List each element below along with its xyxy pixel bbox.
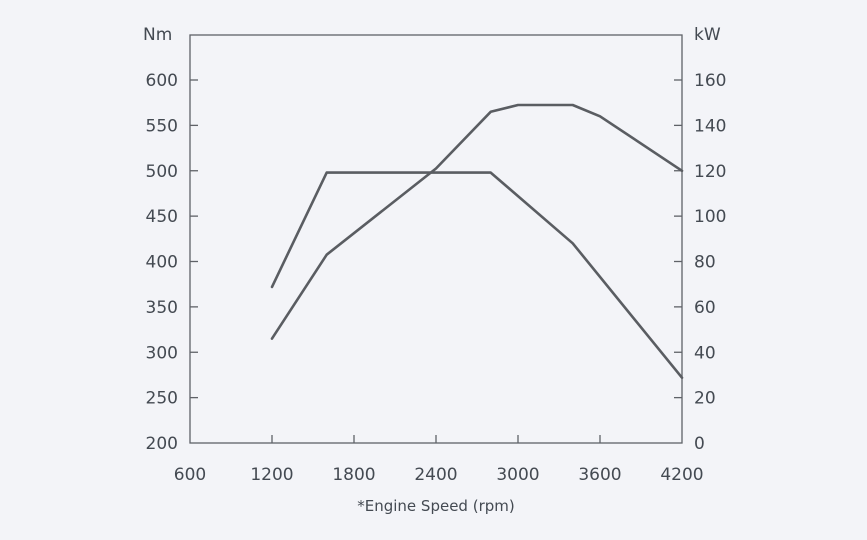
right-y-tick-label: 120 — [694, 162, 726, 182]
right-y-tick-label: 60 — [694, 298, 716, 318]
left-y-tick-label: 400 — [146, 253, 178, 273]
power-curve-line — [270, 103, 684, 340]
left-y-tick-label: 300 — [146, 343, 178, 363]
right-y-tick-label: 0 — [694, 434, 705, 454]
left-y-tick-label: 250 — [146, 389, 178, 409]
x-tick-label: 1200 — [250, 465, 293, 485]
x-tick-label: 1800 — [332, 465, 375, 485]
right-y-tick-label: 80 — [694, 253, 716, 273]
left-y-tick-label: 500 — [146, 162, 178, 182]
series-group — [270, 103, 684, 380]
right-y-tick-label: 40 — [694, 343, 716, 363]
right-y-tick-label: 140 — [694, 116, 726, 136]
left-y-tick-label: 550 — [146, 116, 178, 136]
plot-frame — [189, 34, 683, 444]
right-y-axis-unit: kW — [694, 25, 721, 45]
x-tick-label: 4200 — [660, 465, 703, 485]
right-y-tick-label: 160 — [694, 71, 726, 91]
right-y-tick-label: 100 — [694, 207, 726, 227]
left-y-axis-unit: Nm — [143, 25, 172, 45]
x-axis-ticks: 600 1200 1800 2400 3000 3600 4200 — [174, 435, 704, 485]
x-tick-label: 2400 — [414, 465, 457, 485]
x-tick-label: 600 — [174, 465, 206, 485]
left-y-tick-label: 450 — [146, 207, 178, 227]
left-y-tick-label: 200 — [146, 434, 178, 454]
right-y-tick-label: 20 — [694, 389, 716, 409]
x-tick-label: 3000 — [496, 465, 539, 485]
left-y-axis-ticks: 200 250 300 350 400 450 500 550 600 — [146, 71, 198, 454]
left-y-tick-label: 600 — [146, 71, 178, 91]
torque-curve-line — [270, 171, 684, 380]
x-tick-label: 3600 — [578, 465, 621, 485]
right-y-axis-ticks: 0 20 40 60 80 100 120 140 160 — [674, 71, 726, 454]
left-y-tick-label: 350 — [146, 298, 178, 318]
x-axis-label: *Engine Speed (rpm) — [357, 497, 514, 515]
